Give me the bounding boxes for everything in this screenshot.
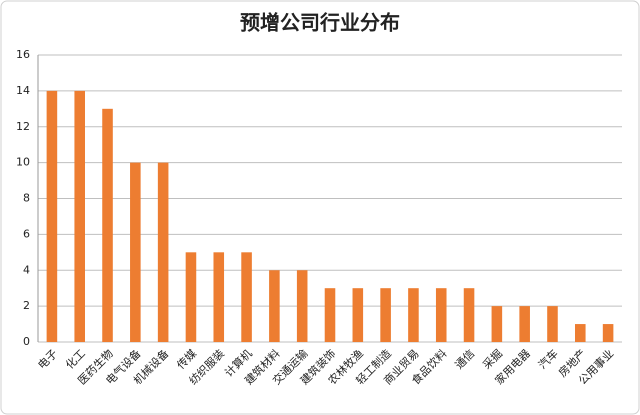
bar <box>296 270 308 342</box>
bar <box>130 162 141 342</box>
bar <box>74 90 85 342</box>
y-tick-label: 8 <box>23 192 30 205</box>
bar <box>602 324 614 342</box>
y-tick-label: 10 <box>16 156 30 169</box>
y-tick-label: 6 <box>23 227 30 240</box>
bar <box>519 306 530 342</box>
bar <box>324 288 336 342</box>
y-tick-label: 0 <box>23 335 30 348</box>
y-tick-label: 14 <box>16 84 30 97</box>
y-tick-label: 4 <box>23 263 30 276</box>
bar <box>463 288 475 342</box>
bar <box>185 252 197 342</box>
bar <box>547 306 558 342</box>
y-tick-label: 16 <box>16 48 30 61</box>
bar <box>269 270 280 342</box>
chart-title: 预增公司行业分布 <box>240 11 400 35</box>
bar <box>435 288 447 342</box>
bar <box>241 252 252 342</box>
bar <box>46 90 58 342</box>
bar <box>575 324 586 342</box>
bar <box>352 288 364 342</box>
bar <box>102 108 113 342</box>
bar <box>408 288 419 342</box>
y-tick-label: 2 <box>23 299 30 312</box>
bar <box>157 162 169 342</box>
bar <box>380 288 391 342</box>
bar <box>491 306 503 342</box>
bar <box>213 252 225 342</box>
y-tick-label: 12 <box>16 120 30 133</box>
